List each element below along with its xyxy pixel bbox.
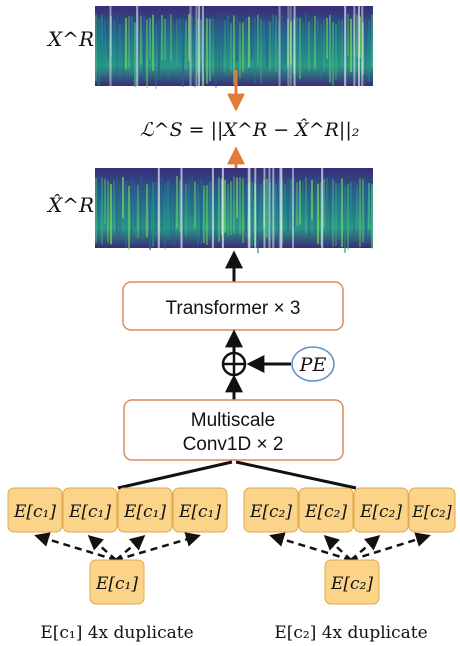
multiscale-line1: Multiscale [191, 410, 275, 431]
left-token-group: E[c₁] E[c₁] E[c₁] E[c₁] [7, 487, 228, 533]
xr-label: X^R [46, 27, 94, 51]
token-right-3 [353, 487, 409, 533]
token-left-source [89, 559, 145, 605]
multiscale-conv-box [123, 399, 344, 461]
token-right-1-label: E[c₂] [249, 502, 292, 522]
token-right-4-label: E[c₂] [411, 502, 452, 521]
multiscale-line2: Conv1D × 2 [183, 434, 284, 455]
token-left-4-label: E[c₁] [178, 502, 221, 522]
token-right-1 [243, 487, 299, 533]
sum-operator-icon [221, 351, 247, 377]
left-duplicate-arrows [34, 532, 201, 562]
token-left-3 [117, 487, 173, 533]
token-left-1-label: E[c₁] [13, 502, 56, 522]
token-left-1 [7, 487, 63, 533]
token-left-3-label: E[c₁] [123, 502, 166, 522]
spectrogram-predicted [95, 168, 373, 254]
token-right-source-label: E[c₂] [330, 574, 373, 594]
right-caption: E[c₂] 4x duplicate [274, 623, 427, 643]
right-duplicate-arrows [269, 532, 431, 562]
token-left-4 [172, 487, 228, 533]
line-right-group-to-conv [235, 460, 357, 490]
token-left-2-label: E[c₁] [68, 502, 111, 522]
token-right-2-label: E[c₂] [304, 502, 347, 522]
token-right-4 [408, 487, 456, 533]
right-token-group: E[c₂] E[c₂] E[c₂] E[c₂] [243, 487, 456, 533]
spectrogram-target [95, 6, 373, 90]
left-caption: E[c₁] 4x duplicate [40, 623, 193, 643]
loss-equation: ℒ^S = ||X^R − X̂^R||₂ [140, 119, 359, 141]
xr-hat-label: X̂^R [46, 193, 94, 217]
pe-label: PE [299, 354, 327, 376]
token-right-2 [298, 487, 354, 533]
transformer-label: Transformer × 3 [166, 298, 301, 319]
token-left-source-label: E[c₁] [95, 574, 138, 594]
token-right-3-label: E[c₂] [359, 502, 402, 522]
token-right-source [324, 559, 380, 605]
token-left-2 [62, 487, 118, 533]
line-left-group-to-conv [117, 460, 233, 490]
pe-circle [291, 346, 335, 382]
